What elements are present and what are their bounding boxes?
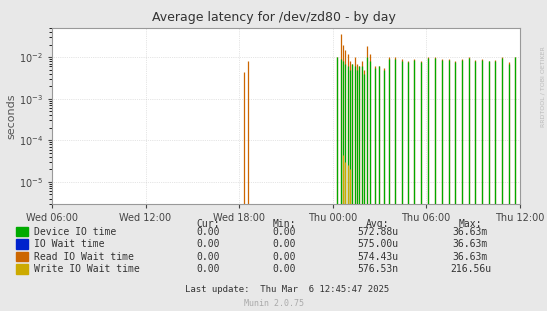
Text: Write IO Wait time: Write IO Wait time [34,264,139,274]
Text: 0.00: 0.00 [196,227,219,237]
Text: Device IO time: Device IO time [34,227,116,237]
Text: RRDTOOL / TOBI OETIKER: RRDTOOL / TOBI OETIKER [541,47,546,128]
Text: Cur:: Cur: [196,219,219,229]
Text: 36.63m: 36.63m [453,239,488,249]
Text: 572.88u: 572.88u [357,227,398,237]
Text: 0.00: 0.00 [196,252,219,262]
Text: Max:: Max: [459,219,482,229]
Text: 0.00: 0.00 [273,264,296,274]
Text: 0.00: 0.00 [273,239,296,249]
Text: 575.00u: 575.00u [357,239,398,249]
Text: 574.43u: 574.43u [357,252,398,262]
Text: 0.00: 0.00 [196,239,219,249]
Text: 36.63m: 36.63m [453,227,488,237]
Text: 0.00: 0.00 [196,264,219,274]
Text: Munin 2.0.75: Munin 2.0.75 [243,299,304,308]
Text: Read IO Wait time: Read IO Wait time [34,252,134,262]
Text: Avg:: Avg: [366,219,389,229]
Text: IO Wait time: IO Wait time [34,239,104,249]
Y-axis label: seconds: seconds [6,93,16,139]
Text: 36.63m: 36.63m [453,252,488,262]
Text: Last update:  Thu Mar  6 12:45:47 2025: Last update: Thu Mar 6 12:45:47 2025 [185,285,389,294]
Text: 0.00: 0.00 [273,227,296,237]
Text: Average latency for /dev/zd80 - by day: Average latency for /dev/zd80 - by day [152,11,395,24]
Text: 0.00: 0.00 [273,252,296,262]
Text: 576.53n: 576.53n [357,264,398,274]
Text: Min:: Min: [273,219,296,229]
Text: 216.56u: 216.56u [450,264,491,274]
